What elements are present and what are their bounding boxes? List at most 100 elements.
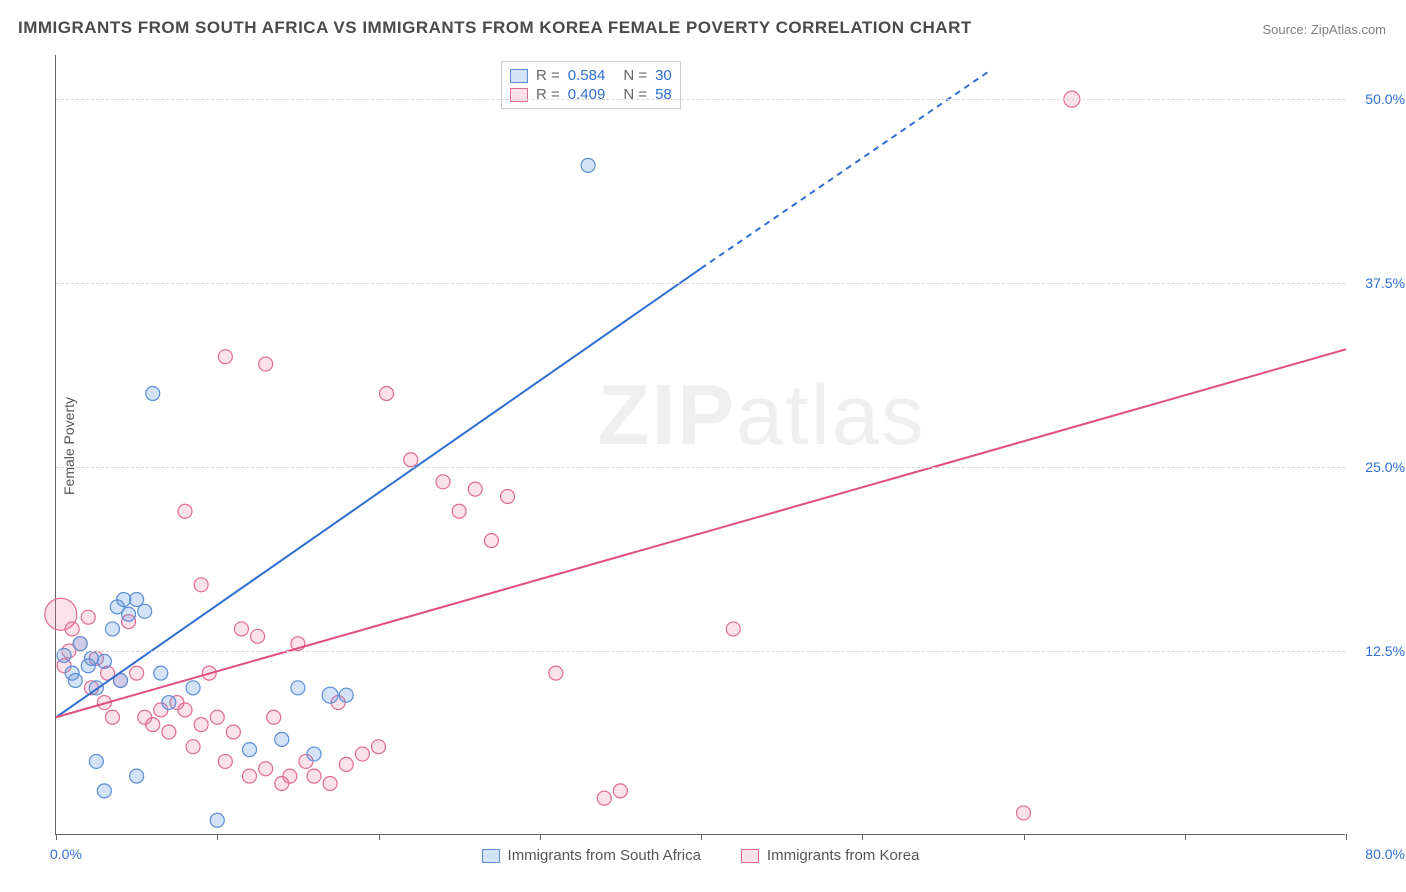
legend-label-b: Immigrants from Korea bbox=[767, 847, 920, 864]
chart-title: IMMIGRANTS FROM SOUTH AFRICA VS IMMIGRAN… bbox=[18, 18, 972, 38]
scatter-point bbox=[468, 482, 482, 496]
scatter-point bbox=[81, 610, 95, 624]
scatter-point bbox=[355, 747, 369, 761]
scatter-point bbox=[323, 776, 337, 790]
x-min-label: 0.0% bbox=[50, 846, 82, 862]
y-tick-label: 25.0% bbox=[1365, 459, 1405, 475]
scatter-point bbox=[105, 710, 119, 724]
scatter-point bbox=[194, 718, 208, 732]
scatter-point bbox=[283, 769, 297, 783]
gridline bbox=[56, 467, 1345, 468]
stat-n-a: 30 bbox=[655, 67, 672, 84]
scatter-point bbox=[322, 687, 338, 703]
scatter-point bbox=[1017, 806, 1031, 820]
swatch-series-b bbox=[741, 849, 759, 863]
scatter-point bbox=[243, 769, 257, 783]
scatter-point bbox=[162, 725, 176, 739]
scatter-point bbox=[339, 688, 353, 702]
trend-line bbox=[56, 268, 701, 717]
scatter-point bbox=[105, 622, 119, 636]
legend-stats-box: R = 0.584 N = 30 R = 0.409 N = 58 bbox=[501, 61, 681, 109]
legend-item-a: Immigrants from South Africa bbox=[482, 847, 701, 864]
scatter-point bbox=[122, 607, 136, 621]
scatter-point bbox=[146, 386, 160, 400]
scatter-point bbox=[259, 762, 273, 776]
scatter-point bbox=[251, 629, 265, 643]
gridline bbox=[56, 99, 1345, 100]
scatter-point bbox=[130, 666, 144, 680]
gridline bbox=[56, 651, 1345, 652]
stat-label-n: N = bbox=[623, 86, 647, 103]
scatter-point bbox=[178, 703, 192, 717]
stat-n-b: 58 bbox=[655, 86, 672, 103]
scatter-point bbox=[549, 666, 563, 680]
scatter-point bbox=[726, 622, 740, 636]
legend-stats-row-b: R = 0.409 N = 58 bbox=[510, 85, 672, 104]
scatter-point bbox=[154, 666, 168, 680]
scatter-point bbox=[307, 769, 321, 783]
scatter-point bbox=[146, 718, 160, 732]
scatter-point bbox=[89, 754, 103, 768]
scatter-point bbox=[339, 757, 353, 771]
scatter-point bbox=[178, 504, 192, 518]
scatter-point bbox=[97, 784, 111, 798]
scatter-point bbox=[186, 681, 200, 695]
scatter-point bbox=[210, 710, 224, 724]
swatch-series-a bbox=[482, 849, 500, 863]
scatter-point bbox=[226, 725, 240, 739]
x-tick bbox=[1024, 834, 1025, 840]
scatter-point bbox=[243, 743, 257, 757]
stat-r-a: 0.584 bbox=[568, 67, 606, 84]
scatter-point bbox=[218, 754, 232, 768]
scatter-point bbox=[218, 350, 232, 364]
scatter-point bbox=[84, 651, 98, 665]
x-max-label: 80.0% bbox=[1365, 846, 1405, 862]
scatter-point bbox=[307, 747, 321, 761]
x-tick bbox=[701, 834, 702, 840]
scatter-point bbox=[380, 386, 394, 400]
x-tick bbox=[379, 834, 380, 840]
stat-label-r: R = bbox=[536, 86, 560, 103]
scatter-point bbox=[65, 622, 79, 636]
legend-item-b: Immigrants from Korea bbox=[741, 847, 920, 864]
source-label: Source: ZipAtlas.com bbox=[1262, 22, 1386, 37]
swatch-series-a bbox=[510, 69, 528, 83]
scatter-point bbox=[210, 813, 224, 827]
plot-area: ZIPatlas R = 0.584 N = 30 R = 0.409 N = … bbox=[55, 55, 1345, 835]
legend-label-a: Immigrants from South Africa bbox=[508, 847, 701, 864]
scatter-point bbox=[581, 158, 595, 172]
scatter-point bbox=[194, 578, 208, 592]
y-tick-label: 12.5% bbox=[1365, 643, 1405, 659]
scatter-point bbox=[452, 504, 466, 518]
stat-label-n: N = bbox=[623, 67, 647, 84]
stat-r-b: 0.409 bbox=[568, 86, 606, 103]
scatter-point bbox=[267, 710, 281, 724]
scatter-point bbox=[275, 732, 289, 746]
bottom-legend: Immigrants from South Africa Immigrants … bbox=[482, 847, 920, 864]
x-tick bbox=[862, 834, 863, 840]
stat-label-r: R = bbox=[536, 67, 560, 84]
x-tick bbox=[540, 834, 541, 840]
scatter-point bbox=[97, 654, 111, 668]
trend-line bbox=[56, 349, 1346, 717]
scatter-point bbox=[68, 673, 82, 687]
x-tick bbox=[217, 834, 218, 840]
scatter-point bbox=[291, 681, 305, 695]
x-tick bbox=[56, 834, 57, 840]
scatter-point bbox=[436, 475, 450, 489]
y-tick-label: 50.0% bbox=[1365, 91, 1405, 107]
scatter-point bbox=[404, 453, 418, 467]
scatter-point bbox=[186, 740, 200, 754]
scatter-point bbox=[138, 604, 152, 618]
scatter-point bbox=[234, 622, 248, 636]
gridline bbox=[56, 283, 1345, 284]
scatter-point bbox=[501, 490, 515, 504]
scatter-point bbox=[117, 593, 131, 607]
x-tick bbox=[1346, 834, 1347, 840]
scatter-point bbox=[162, 696, 176, 710]
x-tick bbox=[1185, 834, 1186, 840]
scatter-point bbox=[73, 637, 87, 651]
y-tick-label: 37.5% bbox=[1365, 275, 1405, 291]
scatter-point bbox=[597, 791, 611, 805]
scatter-point bbox=[484, 534, 498, 548]
